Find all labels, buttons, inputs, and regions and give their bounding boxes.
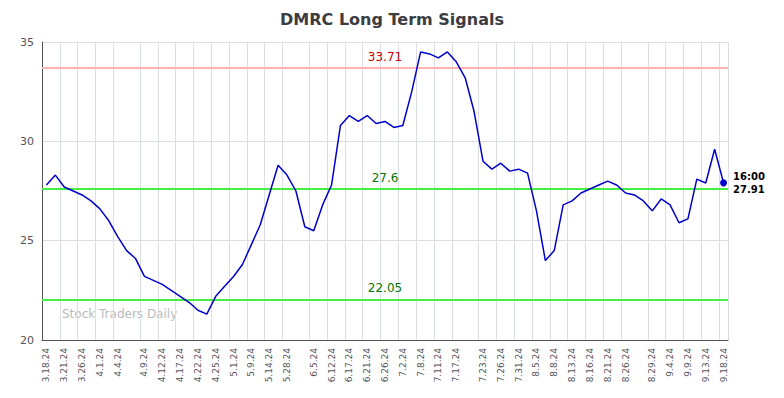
svg-text:DMRC Long Term Signals: DMRC Long Term Signals bbox=[280, 10, 504, 29]
svg-text:Stock Traders Daily: Stock Traders Daily bbox=[62, 307, 177, 321]
svg-text:8.13.24: 8.13.24 bbox=[567, 348, 577, 383]
svg-text:22.05: 22.05 bbox=[368, 281, 402, 295]
svg-text:4.25.24: 4.25.24 bbox=[211, 348, 221, 383]
svg-text:6.17.24: 6.17.24 bbox=[344, 348, 354, 383]
svg-text:8.8.24: 8.8.24 bbox=[549, 348, 559, 377]
svg-text:35: 35 bbox=[20, 36, 34, 49]
svg-text:5.9.24: 5.9.24 bbox=[246, 348, 256, 377]
svg-text:7.31.24: 7.31.24 bbox=[514, 348, 524, 383]
svg-text:7.26.24: 7.26.24 bbox=[496, 348, 506, 383]
svg-text:7.11.24: 7.11.24 bbox=[433, 348, 443, 383]
svg-text:27.91: 27.91 bbox=[733, 184, 765, 195]
svg-text:8.16.24: 8.16.24 bbox=[585, 348, 595, 383]
svg-text:9.4.24: 9.4.24 bbox=[665, 348, 675, 377]
svg-text:8.26.24: 8.26.24 bbox=[621, 348, 631, 383]
svg-text:7.23.24: 7.23.24 bbox=[478, 348, 488, 383]
svg-text:33.71: 33.71 bbox=[368, 50, 402, 64]
svg-text:9.9.24: 9.9.24 bbox=[683, 348, 693, 377]
svg-text:6.12.24: 6.12.24 bbox=[327, 348, 337, 383]
svg-text:3.18.24: 3.18.24 bbox=[41, 348, 51, 383]
svg-text:9.13.24: 9.13.24 bbox=[701, 348, 711, 383]
svg-text:7.2.24: 7.2.24 bbox=[398, 348, 408, 377]
svg-text:5.28.24: 5.28.24 bbox=[282, 348, 292, 383]
svg-text:7.17.24: 7.17.24 bbox=[451, 348, 461, 383]
svg-text:20: 20 bbox=[20, 334, 34, 347]
svg-text:6.21.24: 6.21.24 bbox=[362, 348, 372, 383]
svg-text:5.14.24: 5.14.24 bbox=[264, 348, 274, 383]
svg-text:30: 30 bbox=[20, 135, 34, 148]
svg-text:3.26.24: 3.26.24 bbox=[77, 348, 87, 383]
svg-text:8.5.24: 8.5.24 bbox=[531, 348, 541, 377]
svg-text:4.22.24: 4.22.24 bbox=[193, 348, 203, 383]
svg-text:6.26.24: 6.26.24 bbox=[380, 348, 390, 383]
svg-text:4.17.24: 4.17.24 bbox=[175, 348, 185, 383]
svg-text:4.4.24: 4.4.24 bbox=[113, 348, 123, 377]
svg-text:27.6: 27.6 bbox=[372, 171, 399, 185]
svg-text:8.21.24: 8.21.24 bbox=[603, 348, 613, 383]
svg-text:8.29.24: 8.29.24 bbox=[647, 348, 657, 383]
svg-text:5.1.24: 5.1.24 bbox=[229, 348, 239, 377]
svg-text:16:00: 16:00 bbox=[733, 171, 765, 182]
svg-text:7.8.24: 7.8.24 bbox=[416, 348, 426, 377]
svg-text:3.21.24: 3.21.24 bbox=[59, 348, 69, 383]
svg-text:9.18.24: 9.18.24 bbox=[719, 348, 729, 383]
svg-text:6.5.24: 6.5.24 bbox=[309, 348, 319, 377]
svg-text:25: 25 bbox=[20, 234, 34, 247]
svg-text:4.12.24: 4.12.24 bbox=[157, 348, 167, 383]
svg-text:4.1.24: 4.1.24 bbox=[95, 348, 105, 377]
svg-text:4.9.24: 4.9.24 bbox=[139, 348, 149, 377]
